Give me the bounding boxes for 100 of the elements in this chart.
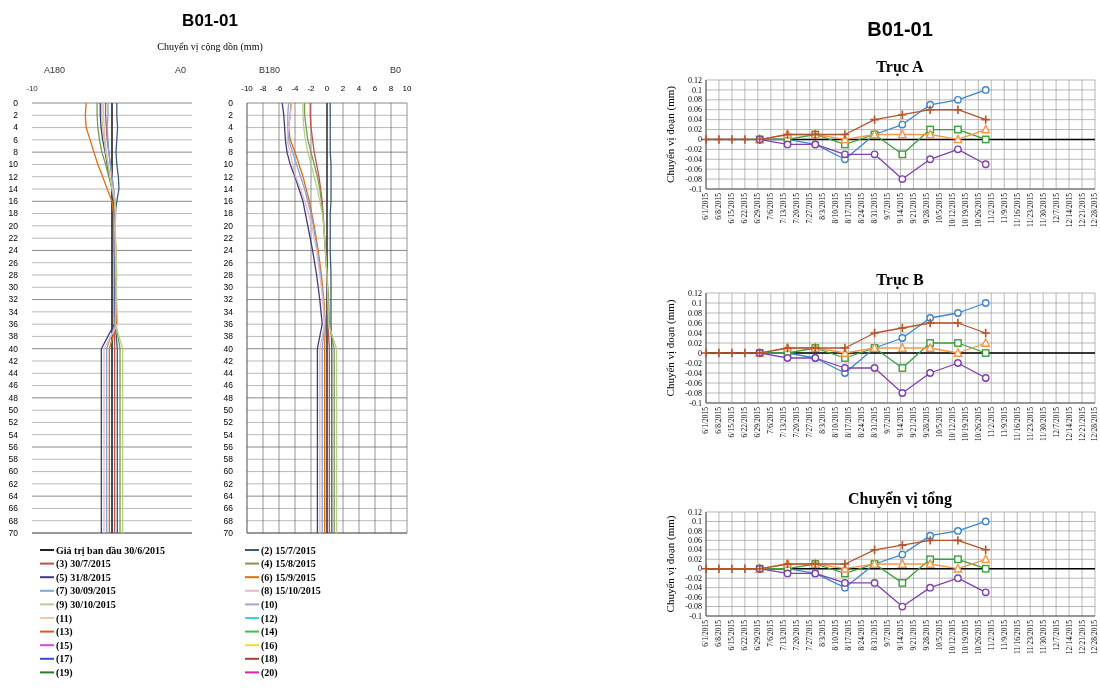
y-tick-label: 64 xyxy=(223,490,234,501)
y-tick-label: 0.12 xyxy=(688,288,702,298)
y-tick-label: 8 xyxy=(228,146,234,157)
y-tick-label: 40 xyxy=(223,343,234,354)
y-tick-label: 58 xyxy=(223,454,234,465)
legend-label: (2) 15/7/2015 xyxy=(261,544,316,557)
y-tick-label: 24 xyxy=(223,245,234,256)
y-tick-label: 70 xyxy=(223,527,234,538)
x-tick-label: 2 xyxy=(340,84,346,93)
y-tick-label: 50 xyxy=(8,404,19,415)
x-tick-label: 8 xyxy=(388,84,394,93)
y-tick-label: 42 xyxy=(8,355,19,366)
y-tick-label: 48 xyxy=(223,392,234,403)
legend-label: (17) xyxy=(56,653,73,666)
y-tick-label: 56 xyxy=(8,441,19,452)
legend-label: (5) 31/8/2015 xyxy=(56,571,111,584)
y-tick-label: 58 xyxy=(8,454,19,465)
y-tick-label: 14 xyxy=(223,183,234,194)
y-tick-label: 0.1 xyxy=(692,85,702,95)
legend-label: (18) xyxy=(261,653,278,666)
y-tick-label: 0 xyxy=(13,97,19,108)
y-tick-label: 52 xyxy=(223,417,234,428)
legend-label: (4) 15/8/2015 xyxy=(261,558,316,571)
text: A180 xyxy=(44,65,66,75)
y-axis-title: Chuyển vị đoạn (mm) xyxy=(664,85,677,183)
y-tick-label: 0.02 xyxy=(688,125,702,135)
y-tick-label: 0.08 xyxy=(688,526,702,536)
y-tick-label: 30 xyxy=(223,282,234,293)
y-tick-label: 12 xyxy=(223,171,234,182)
y-tick-label: 0.1 xyxy=(692,298,702,308)
y-tick-label: 0.04 xyxy=(688,545,702,555)
chart-title: Chuyển vị tổng xyxy=(847,490,953,508)
y-tick-label: 16 xyxy=(223,196,234,207)
y-tick-label: -0.04 xyxy=(685,154,702,164)
y-tick-label: 0 xyxy=(228,97,234,108)
y-tick-label: 0.1 xyxy=(692,517,702,527)
legend-label: (10) xyxy=(261,598,278,611)
y-tick-label: 36 xyxy=(8,318,19,329)
legend-label: (11) xyxy=(56,612,73,625)
y-tick-label: 66 xyxy=(8,503,19,514)
y-tick-label: 0.08 xyxy=(688,308,702,318)
y-tick-label: 54 xyxy=(223,429,234,440)
y-tick-label: 0 xyxy=(698,564,702,574)
y-tick-label: 62 xyxy=(8,478,19,489)
legend-label: (12) xyxy=(261,612,278,625)
x-tick-label: -6 xyxy=(275,84,284,93)
y-tick-label: 2 xyxy=(228,110,234,121)
y-tick-label: 62 xyxy=(223,478,234,489)
y-tick-label: 50 xyxy=(223,404,234,415)
y-tick-label: 0.12 xyxy=(688,75,702,85)
x-tick-label: -4 xyxy=(291,84,300,93)
y-tick-label: 0.02 xyxy=(688,554,702,564)
y-tick-label: 8 xyxy=(13,146,19,157)
y-tick-label: 12 xyxy=(8,171,19,182)
y-tick-label: 44 xyxy=(223,368,234,379)
y-tick-label: 46 xyxy=(223,380,234,391)
y-tick-label: 30 xyxy=(8,282,19,293)
y-tick-label: 4 xyxy=(228,122,234,133)
y-tick-label: 36 xyxy=(223,318,234,329)
y-tick-label: 6 xyxy=(228,134,234,145)
legend-label: (8) 15/10/2015 xyxy=(261,585,321,598)
y-tick-label: 10 xyxy=(223,159,234,170)
y-tick-label: 0.12 xyxy=(688,507,702,517)
y-tick-label: 20 xyxy=(223,220,234,231)
y-tick-label: 48 xyxy=(8,392,19,403)
y-tick-label: 20 xyxy=(8,220,19,231)
chart-title: Trục B xyxy=(876,271,924,289)
y-tick-label: 60 xyxy=(223,466,234,477)
y-tick-label: 38 xyxy=(223,331,234,342)
y-tick-label: 60 xyxy=(8,466,19,477)
x-tick-label: -10 xyxy=(241,84,254,93)
y-tick-label: -0.02 xyxy=(685,145,702,154)
y-tick-label: -0.04 xyxy=(685,368,702,378)
y-tick-label: 2 xyxy=(13,110,19,121)
legend-label: (20) xyxy=(261,666,278,679)
y-tick-label: 0 xyxy=(698,135,702,145)
text: Chuyển vị cộng dồn (mm) xyxy=(157,41,263,53)
legend-label: (15) xyxy=(56,639,73,652)
y-tick-label: 10 xyxy=(8,159,19,170)
y-tick-label: 40 xyxy=(8,343,19,354)
y-tick-label: 24 xyxy=(8,245,19,256)
y-tick-label: 44 xyxy=(8,368,19,379)
y-tick-label: 0.06 xyxy=(688,318,702,328)
legend-label: (3) 30/7/2015 xyxy=(56,558,111,571)
legend-label: (7) 30/09/2015 xyxy=(56,585,116,598)
y-tick-label: 34 xyxy=(8,306,19,317)
y-tick-label: 0.06 xyxy=(688,536,702,545)
y-tick-label: 0.06 xyxy=(688,105,702,115)
y-tick-label: 34 xyxy=(223,306,234,317)
y-tick-label: 0.04 xyxy=(688,328,702,338)
y-axis-title: Chuyển vị đoạn (mm) xyxy=(664,299,677,397)
y-tick-label: 68 xyxy=(223,515,234,526)
y-tick-label: -0.1 xyxy=(689,184,702,194)
y-tick-label: -0.08 xyxy=(685,174,702,184)
y-tick-label: 26 xyxy=(223,257,234,268)
y-tick-label: 56 xyxy=(223,441,234,452)
y-tick-label: -0.02 xyxy=(685,358,702,368)
text: B180 xyxy=(259,65,281,75)
y-tick-label: 52 xyxy=(8,417,19,428)
y-tick-label: -0.06 xyxy=(685,592,702,602)
